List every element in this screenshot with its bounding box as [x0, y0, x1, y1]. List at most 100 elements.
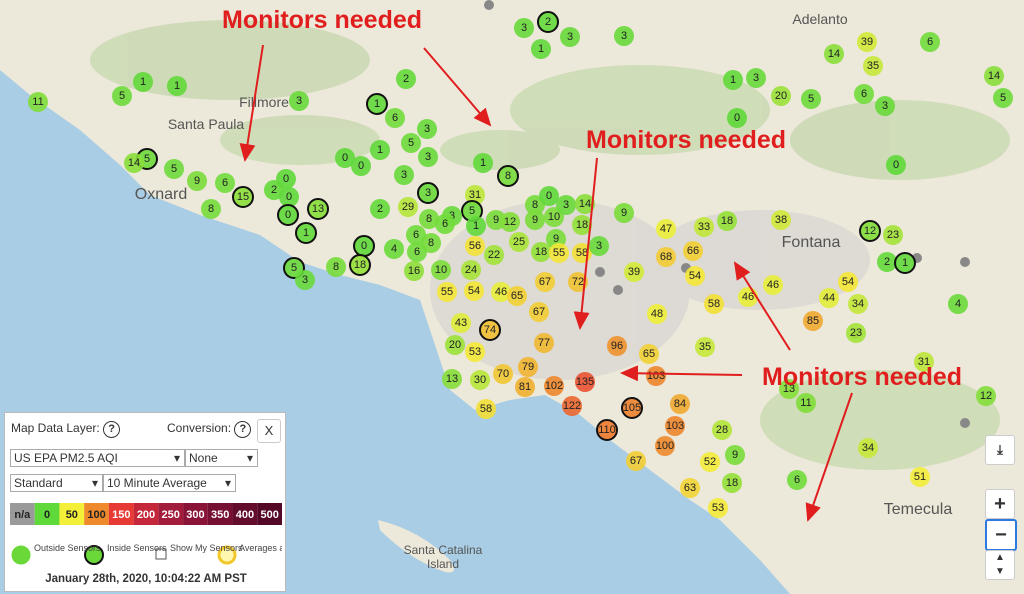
sensor: 31 — [465, 185, 485, 205]
sensor-marker — [493, 364, 513, 384]
sensor-value: 67 — [630, 455, 642, 467]
sensor: 44 — [819, 288, 839, 308]
sensor: 23 — [883, 225, 903, 245]
close-button[interactable]: X — [257, 419, 281, 443]
sensor-value: 46 — [495, 286, 507, 298]
sensor-value: 44 — [823, 292, 835, 304]
sensor-value: 1 — [374, 98, 380, 110]
sensor-value: 12 — [864, 225, 876, 237]
sensor-marker — [763, 275, 783, 295]
place-label: Adelanto — [792, 11, 847, 27]
sensor-value: 110 — [598, 424, 616, 436]
style-select[interactable]: Standard — [10, 474, 103, 492]
legend-label: 300 — [186, 509, 204, 521]
sensor-marker — [722, 473, 742, 493]
sensor-value: 2 — [545, 16, 551, 28]
zoom-in[interactable]: + — [985, 489, 1015, 519]
sensor: 103 — [646, 366, 666, 386]
sensor: 9 — [525, 210, 545, 230]
sensor-marker — [779, 379, 799, 399]
sensor-value: 135 — [576, 376, 594, 388]
sensor: 35 — [695, 337, 715, 357]
zoom-out[interactable]: − — [985, 519, 1017, 551]
sensor: 65 — [507, 286, 527, 306]
sensor-value: 102 — [545, 380, 563, 392]
sensor: 58 — [476, 399, 496, 419]
sensor: 79 — [518, 357, 538, 377]
sensor: 6 — [787, 470, 807, 490]
sensor-marker — [819, 288, 839, 308]
outside-icon[interactable] — [11, 545, 31, 565]
sensor: 3 — [589, 236, 609, 256]
conversion-select[interactable]: None — [185, 449, 258, 467]
label: Conversion: — [167, 421, 232, 435]
sensor-value: 43 — [455, 317, 467, 329]
sensor-marker — [695, 337, 715, 357]
sensor-value: 2 — [403, 73, 409, 85]
sensor: 2 — [877, 252, 897, 272]
average-select[interactable]: 10 Minute Average — [103, 474, 236, 492]
sensor-value: 24 — [465, 264, 477, 276]
locate-button[interactable]: ⤓ — [985, 435, 1015, 465]
sensor-value: 65 — [643, 348, 655, 360]
sensor-value: 31 — [469, 189, 481, 201]
sensor: 84 — [670, 394, 690, 414]
rings-icon[interactable] — [217, 545, 237, 565]
legend-swatch — [59, 503, 85, 525]
sensor-value: 52 — [704, 456, 716, 468]
place-label: Fontana — [782, 234, 841, 251]
place-label: Oxnard — [135, 186, 187, 203]
sensor: 65 — [639, 344, 659, 364]
sensor-marker — [727, 108, 747, 128]
sensor-marker — [435, 214, 455, 234]
sensor: 1 — [466, 216, 486, 236]
sensor-value: 5 — [408, 137, 414, 149]
sensor-value: 1 — [538, 43, 544, 55]
sensor: 52 — [700, 452, 720, 472]
sensor: 3 — [417, 182, 439, 204]
sensor-marker — [854, 84, 874, 104]
sensor: 18 — [722, 473, 742, 493]
sensor-value: 13 — [446, 373, 458, 385]
sensor: 0 — [279, 187, 299, 207]
sensor: 70 — [493, 364, 513, 384]
sensor-value: 9 — [493, 214, 499, 226]
help-button[interactable]: ? — [234, 421, 252, 438]
sensor-marker — [717, 211, 737, 231]
sensor: 63 — [680, 478, 700, 498]
option-label: Inside Sensors — [107, 543, 167, 553]
sensor-value: 8 — [532, 199, 538, 211]
sensor-marker — [575, 372, 595, 392]
option-label: Averages as Rings — [239, 543, 282, 553]
help-button[interactable]: ? — [103, 421, 121, 438]
pan-button[interactable]: ▲ ▼ — [985, 550, 1015, 580]
sensor-value: 31 — [918, 356, 930, 368]
layer-select[interactable]: US EPA PM2.5 AQI — [10, 449, 185, 467]
inside-icon[interactable] — [84, 545, 104, 565]
sensor-value: 13 — [312, 203, 324, 215]
sensor-marker — [575, 194, 595, 214]
sensor-marker — [801, 89, 821, 109]
checkbox[interactable] — [155, 548, 167, 560]
sensor-value: 3 — [449, 210, 455, 222]
sensor: 1 — [133, 72, 153, 92]
sensor-value: 6 — [413, 229, 419, 241]
sensor-value: 3 — [882, 100, 888, 112]
sensor-value: 14 — [988, 70, 1000, 82]
sensor-marker — [838, 272, 858, 292]
sensor-marker — [307, 198, 329, 220]
sensor-marker — [875, 96, 895, 116]
sensor: 46 — [491, 282, 511, 302]
sensor-value: 74 — [484, 324, 496, 336]
sensor: 0 — [276, 169, 296, 189]
legend-swatch — [133, 503, 159, 525]
sensor-marker — [417, 182, 439, 204]
island — [378, 520, 454, 573]
sensor: 6 — [920, 32, 940, 52]
sensor-marker — [859, 220, 881, 242]
sensor-marker — [124, 153, 144, 173]
sensor: 31 — [914, 352, 934, 372]
sensor: 35 — [863, 56, 883, 76]
sensor: 6 — [406, 225, 426, 245]
sensor: 5 — [401, 133, 421, 153]
